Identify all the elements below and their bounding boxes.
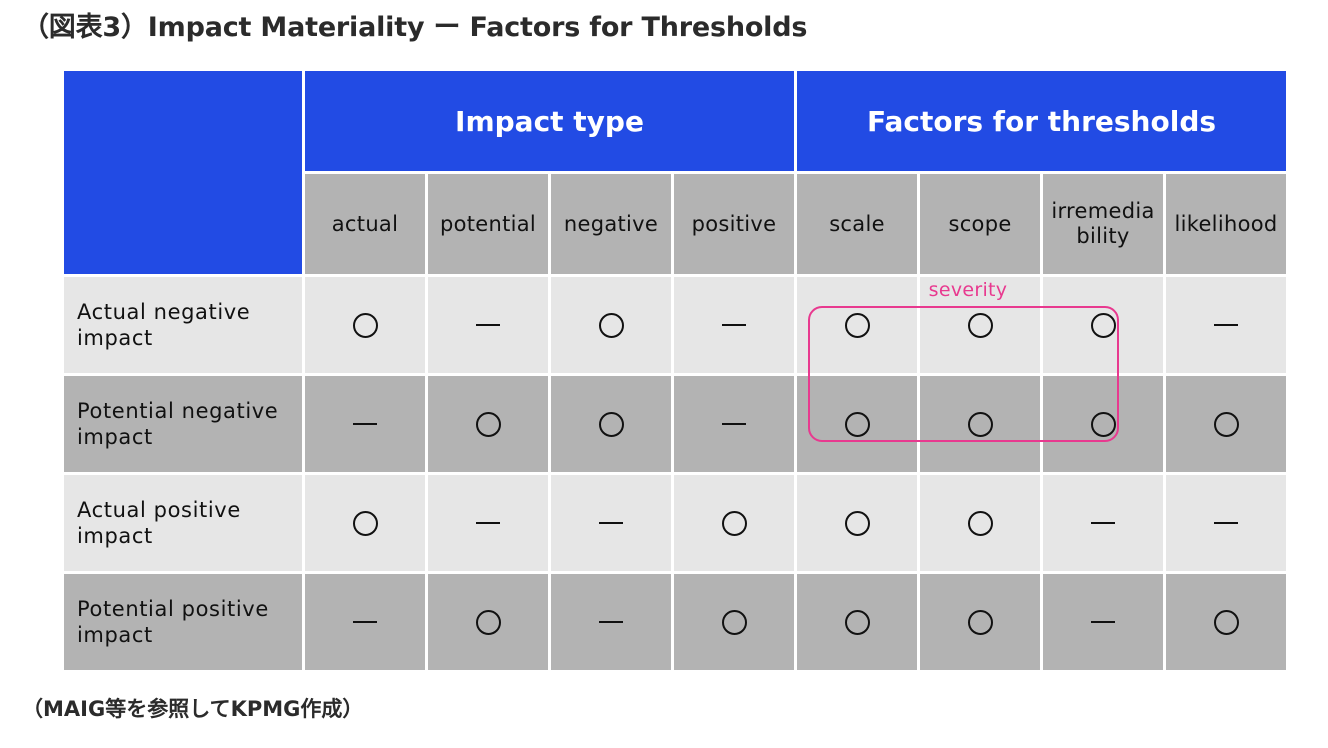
- dash-mark-icon: [1214, 324, 1238, 326]
- circle-mark-icon: [475, 411, 501, 437]
- row-label-text: Potential positive impact: [77, 597, 269, 647]
- row-label-potential-negative: Potential negative impact: [64, 376, 302, 472]
- row-label-actual-positive: Actual positive impact: [64, 475, 302, 571]
- mark-cell: [428, 475, 548, 571]
- circle-mark-icon: [1213, 609, 1239, 635]
- circle-mark-icon: [352, 312, 378, 338]
- circle-mark-icon: [967, 411, 993, 437]
- circle-mark-icon: [844, 411, 870, 437]
- mark-cell: [797, 277, 917, 373]
- dash-mark-icon: [599, 522, 623, 524]
- mark-cell: [674, 277, 794, 373]
- circle-mark-icon: [598, 411, 624, 437]
- dash-mark-icon: [599, 621, 623, 623]
- mark-cell: [1043, 574, 1163, 670]
- column-header-negative: negative: [551, 174, 671, 274]
- mark-cell: [1043, 475, 1163, 571]
- mark-cell: [305, 376, 425, 472]
- header-factors-for-thresholds: Factors for thresholds: [797, 71, 1286, 171]
- mark-cell: [920, 574, 1040, 670]
- mark-cell: [551, 574, 671, 670]
- mark-cell: [797, 574, 917, 670]
- row-label-text: Actual negative impact: [77, 300, 251, 350]
- circle-mark-icon: [844, 510, 870, 536]
- source-caption: （MAIG等を参照してKPMG作成）: [22, 697, 364, 721]
- severity-label: severity: [928, 279, 1008, 301]
- mark-cell: [1166, 574, 1286, 670]
- mark-cell: [920, 475, 1040, 571]
- dash-mark-icon: [353, 621, 377, 623]
- circle-mark-icon: [721, 609, 747, 635]
- mark-cell: [920, 376, 1040, 472]
- circle-mark-icon: [721, 510, 747, 536]
- circle-mark-icon: [967, 312, 993, 338]
- circle-mark-icon: [844, 609, 870, 635]
- page-title: （図表3）Impact Materiality ー Factors for Th…: [22, 12, 808, 43]
- mark-cell: [551, 277, 671, 373]
- mark-cell: [428, 574, 548, 670]
- circle-mark-icon: [1090, 411, 1116, 437]
- mark-cell: [305, 475, 425, 571]
- mark-cell: [920, 277, 1040, 373]
- circle-mark-icon: [967, 609, 993, 635]
- row-label-actual-negative: Actual negative impact: [64, 277, 302, 373]
- dash-mark-icon: [353, 423, 377, 425]
- mark-cell: [797, 475, 917, 571]
- mark-cell: [305, 277, 425, 373]
- column-header-potential: potential: [428, 174, 548, 274]
- mark-cell: [428, 376, 548, 472]
- materiality-table: Impact type Factors for thresholds actua…: [64, 71, 1286, 670]
- dash-mark-icon: [476, 324, 500, 326]
- mark-cell: [674, 475, 794, 571]
- mark-cell: [1166, 277, 1286, 373]
- mark-cell: [1043, 376, 1163, 472]
- mark-cell: [551, 376, 671, 472]
- dash-mark-icon: [1091, 522, 1115, 524]
- row-label-text: Actual positive impact: [77, 498, 241, 548]
- column-header-scope: scope: [920, 174, 1040, 274]
- column-header-positive: positive: [674, 174, 794, 274]
- mark-cell: [797, 376, 917, 472]
- mark-cell: [305, 574, 425, 670]
- row-label-potential-positive: Potential positive impact: [64, 574, 302, 670]
- column-header-scale: scale: [797, 174, 917, 274]
- table-corner: [64, 71, 302, 274]
- dash-mark-icon: [722, 423, 746, 425]
- dash-mark-icon: [1091, 621, 1115, 623]
- mark-cell: [551, 475, 671, 571]
- mark-cell: [428, 277, 548, 373]
- column-header-likelihood: likelihood: [1166, 174, 1286, 274]
- dash-mark-icon: [476, 522, 500, 524]
- row-label-text: Potential negative impact: [77, 399, 279, 449]
- circle-mark-icon: [967, 510, 993, 536]
- mark-cell: [1166, 475, 1286, 571]
- dash-mark-icon: [722, 324, 746, 326]
- mark-cell: [674, 376, 794, 472]
- circle-mark-icon: [844, 312, 870, 338]
- dash-mark-icon: [1214, 522, 1238, 524]
- column-header-actual: actual: [305, 174, 425, 274]
- circle-mark-icon: [475, 609, 501, 635]
- mark-cell: [1043, 277, 1163, 373]
- mark-cell: [1166, 376, 1286, 472]
- column-header-irremediability: irremedia bility: [1043, 174, 1163, 274]
- circle-mark-icon: [1213, 411, 1239, 437]
- circle-mark-icon: [598, 312, 624, 338]
- header-impact-type: Impact type: [305, 71, 794, 171]
- circle-mark-icon: [352, 510, 378, 536]
- mark-cell: [674, 574, 794, 670]
- circle-mark-icon: [1090, 312, 1116, 338]
